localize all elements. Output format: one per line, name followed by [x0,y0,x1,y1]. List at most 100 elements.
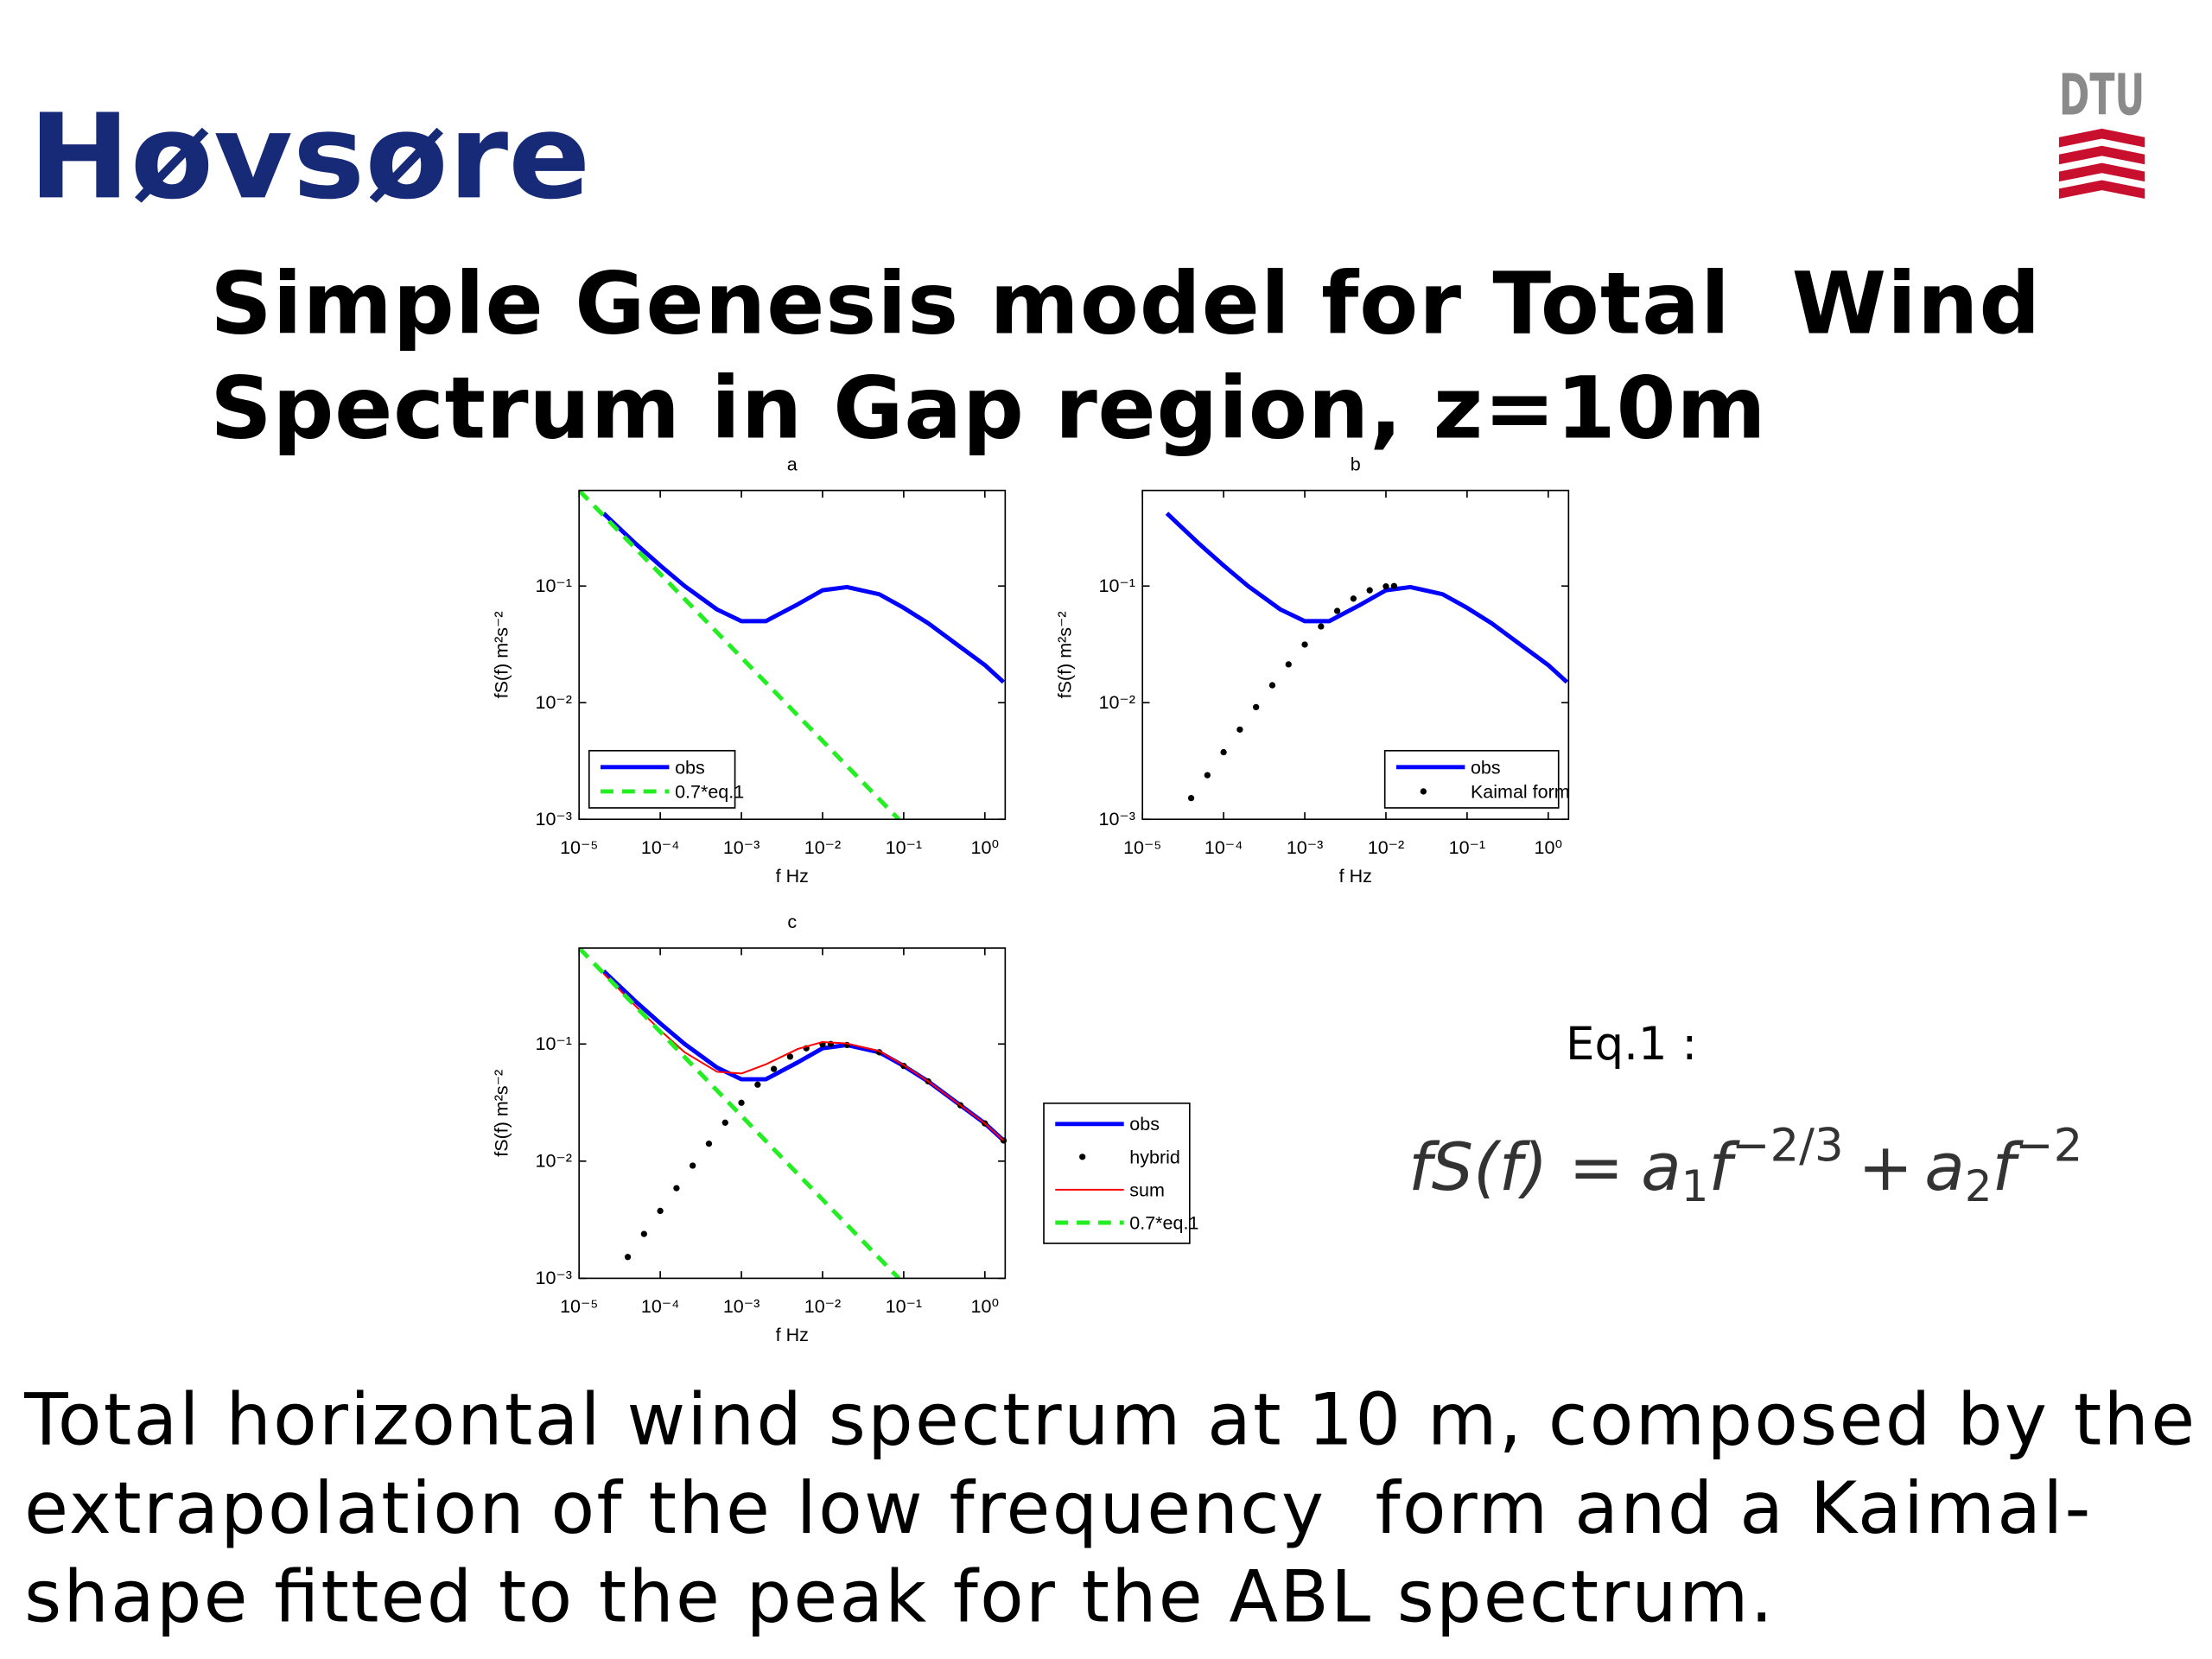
legend-box [1383,749,1560,809]
x-axis-label: f Hz [1339,866,1372,887]
equation: fS(f) = a1f−2/3 + a2f−2 [1408,1120,2082,1211]
header: Høvsøre [29,89,590,226]
data-point [1301,641,1308,648]
logo-stripe [2058,180,2145,200]
logo-stripe [2058,128,2145,148]
legend: obs hybrid sum 0.7*eq.1 [1043,1102,1198,1244]
data-point [754,1081,761,1088]
equation-op: + [1858,1128,1913,1205]
data-point [770,1065,778,1072]
plot-area [579,948,1006,1279]
x-tick-label: 10⁻⁴ [1205,837,1243,858]
caption-line: shape fitted to the peak for the ABL spe… [24,1555,1773,1639]
chart: 10⁻⁵ 10⁻⁴ 10⁻³ 10⁻² 10⁻¹ 10⁰ 10⁻³ 10⁻² 10⁻¹ a f Hz… [491,454,1007,887]
data-point [1390,582,1398,589]
plot-frame [578,489,1007,821]
data-point [657,1207,664,1215]
series-line [579,948,901,1279]
legend: obs Kaimal form [1383,749,1570,809]
data-point [1333,607,1341,614]
x-tick-label: 10⁻⁴ [641,837,680,858]
y-axis-label: fS(f) m²s⁻² [491,1070,512,1157]
x-tick-label: 10⁻⁵ [1123,837,1161,858]
x-tick-label: 10⁻⁵ [560,1296,598,1317]
logo-mark [2058,128,2145,200]
data-point [673,1185,680,1192]
equation-exp: −2/3 [1732,1120,1844,1173]
legend-label: Kaimal form [1471,781,1570,802]
legend-box [588,749,736,809]
legend-label: 0.7*eq.1 [675,781,744,802]
y-tick-label: 10⁻² [1098,692,1135,713]
series-line [1165,512,1569,684]
x-tick-label: 10⁻¹ [886,1296,922,1317]
data-point [624,1254,632,1261]
equation-sub: 1 [1681,1161,1709,1211]
y-axis-label: fS(f) m²s⁻² [1054,611,1075,698]
data-point [640,1230,647,1237]
data-point [1236,726,1243,733]
x-tick-label: 10⁻² [804,837,841,858]
logo-stripe [2058,145,2145,165]
x-tick-label: 10⁻¹ [1449,837,1485,858]
x-tick-label: 10⁰ [971,1296,1000,1317]
chart-title: c [787,912,797,932]
chart-title: a [787,454,798,474]
x-tick-label: 10⁻³ [723,1296,760,1317]
data-point [1220,748,1227,756]
chart: 10⁻⁵ 10⁻⁴ 10⁻³ 10⁻² 10⁻¹ 10⁰ 10⁻³ 10⁻² 10⁻¹ c f Hz… [491,912,1198,1345]
data-point [690,1162,696,1169]
plot-frame [578,947,1007,1280]
data-point [705,1140,713,1147]
legend: obs 0.7*eq.1 [588,749,744,809]
legend-symbol [1420,788,1427,795]
x-axis-label: f Hz [776,1325,809,1345]
x-tick-label: 10⁻³ [1287,837,1323,858]
data-point [786,1053,794,1060]
y-tick-label: 10⁻³ [535,809,571,830]
logo-stripe [2058,162,2145,182]
x-tick-label: 10⁰ [1535,837,1563,858]
equation-exp: −2 [2015,1120,2082,1173]
data-point [1318,623,1325,630]
data-point [721,1119,728,1126]
charts: 10⁻⁵ 10⁻⁴ 10⁻³ 10⁻² 10⁻¹ 10⁰ 10⁻³ 10⁻² 10⁻¹ a f Hz… [491,454,1569,1345]
x-tick-label: 10⁻⁵ [560,837,598,858]
legend-label: hybrid [1129,1147,1180,1167]
plot-frame [1141,489,1570,821]
data-point [1366,587,1373,594]
data-point [1285,661,1292,668]
data-point [1187,795,1195,802]
legend-label: obs [1471,757,1501,778]
legend-label: obs [675,757,705,778]
x-tick-label: 10⁻² [1368,837,1404,858]
equation-coef: a [1641,1128,1681,1205]
data-point [1204,772,1211,779]
y-tick-label: 10⁻¹ [535,1033,571,1054]
data-point [1268,682,1276,689]
y-tick-label: 10⁻³ [535,1268,571,1288]
equation-label: Eq.1 : [1566,1018,1697,1071]
y-tick-label: 10⁻² [535,1150,571,1171]
chart: 10⁻⁵ 10⁻⁴ 10⁻³ 10⁻² 10⁻¹ 10⁰ 10⁻³ 10⁻² 10⁻¹ b f Hz… [1054,454,1569,887]
legend-box [1043,1102,1191,1244]
legend-symbol [1079,1154,1086,1160]
legend-label: 0.7*eq.1 [1129,1212,1198,1233]
x-tick-label: 10⁻⁴ [641,1296,680,1317]
legend-label: sum [1129,1179,1165,1200]
logo-text: DTU [2059,61,2145,128]
x-tick-label: 10⁻³ [723,837,760,858]
y-tick-label: 10⁻² [535,692,571,713]
series-line [601,512,1006,684]
y-tick-label: 10⁻¹ [535,575,571,596]
data-point [1350,595,1357,602]
equation-coef: a [1924,1128,1965,1205]
x-tick-label: 10⁻² [804,1296,841,1317]
x-tick-label: 10⁻¹ [886,837,922,858]
data-point [1382,583,1389,590]
caption-line: extrapolation of the low frequency form … [24,1466,2090,1550]
slide-title: Spectrum in Gap region, z=10m [210,359,1765,458]
series-line [602,972,1005,1141]
